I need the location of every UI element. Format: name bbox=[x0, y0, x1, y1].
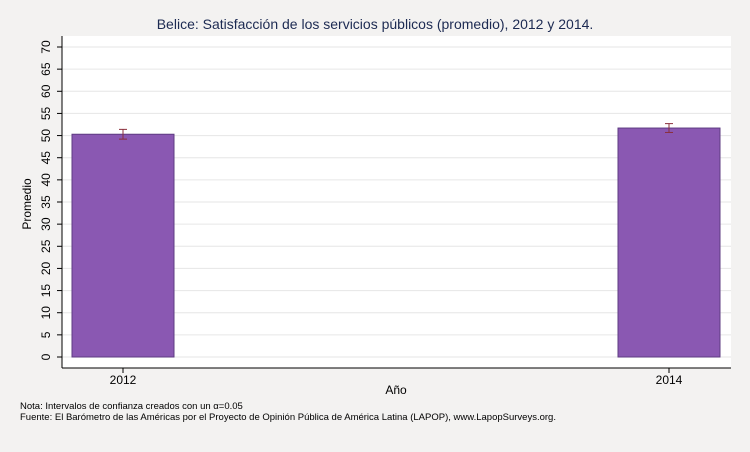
x-axis-label: Año bbox=[385, 383, 407, 397]
y-tick-label: 50 bbox=[39, 129, 53, 143]
y-tick-label: 25 bbox=[39, 239, 53, 253]
y-tick-label: 10 bbox=[39, 306, 53, 320]
y-tick-label: 55 bbox=[39, 106, 53, 120]
y-tick-label: 45 bbox=[39, 151, 53, 165]
y-tick-label: 65 bbox=[39, 62, 53, 76]
confidence-note: Nota: Intervalos de confianza creados co… bbox=[20, 401, 243, 412]
y-tick-label: 60 bbox=[39, 84, 53, 98]
y-tick-label: 0 bbox=[39, 353, 53, 360]
source-note: Fuente: El Barómetro de las Américas por… bbox=[20, 412, 556, 423]
bar-2014 bbox=[617, 127, 721, 358]
x-tick-label-2012: 2012 bbox=[110, 373, 137, 387]
y-tick-label: 30 bbox=[39, 217, 53, 231]
y-tick-label: 70 bbox=[39, 40, 53, 54]
x-tick-label-2014: 2014 bbox=[656, 373, 683, 387]
y-tick-label: 20 bbox=[39, 261, 53, 275]
y-tick-label: 35 bbox=[39, 195, 53, 209]
y-tick-label: 5 bbox=[39, 331, 53, 338]
y-axis-label: Promedio bbox=[20, 178, 34, 230]
bar-2012 bbox=[71, 133, 175, 358]
y-tick-label: 40 bbox=[39, 173, 53, 187]
y-tick-label: 15 bbox=[39, 284, 53, 298]
chart-title: Belice: Satisfacción de los servicios pú… bbox=[156, 16, 594, 32]
